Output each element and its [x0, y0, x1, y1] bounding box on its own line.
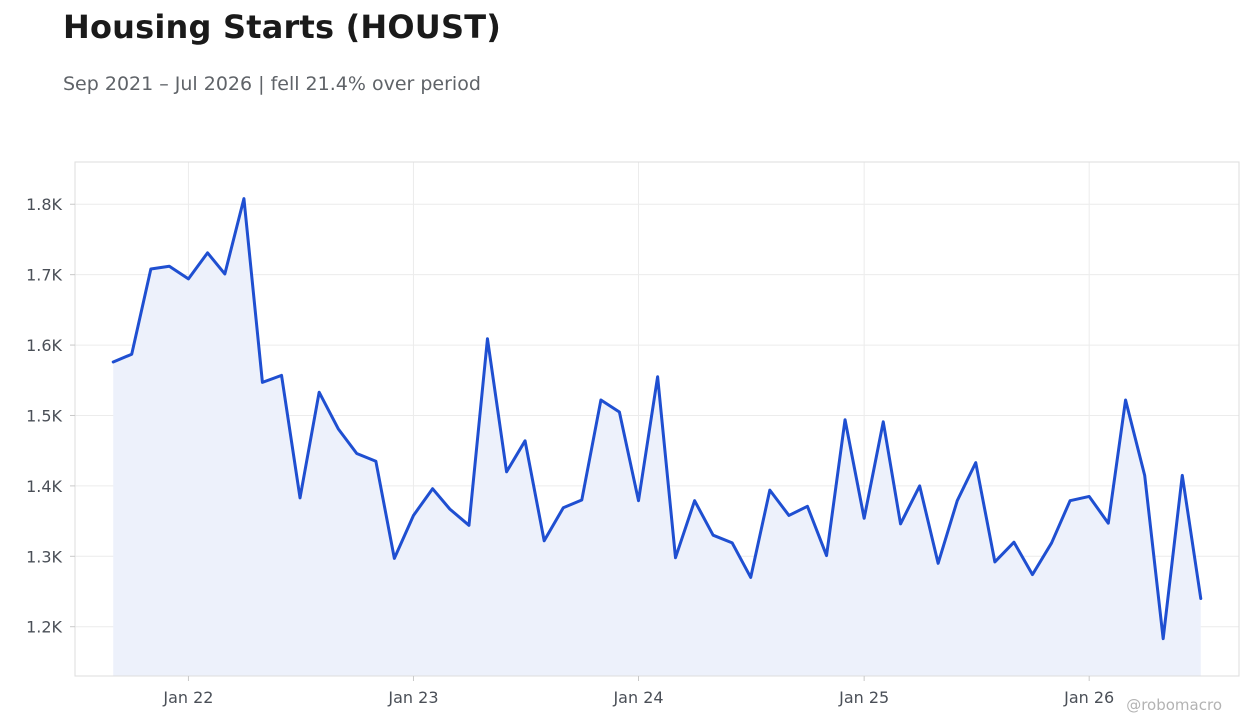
data-point	[1161, 636, 1166, 641]
x-tick-label: Jan 24	[612, 688, 663, 707]
data-point	[692, 498, 697, 503]
data-point	[466, 523, 471, 528]
data-point	[673, 555, 678, 560]
data-point	[298, 495, 303, 500]
x-tick-label: Jan 26	[1063, 688, 1114, 707]
data-point	[1142, 473, 1147, 478]
data-point	[767, 488, 772, 493]
data-point	[617, 409, 622, 414]
data-point	[354, 451, 359, 456]
data-point	[129, 352, 134, 357]
x-tick-label: Jan 23	[387, 688, 438, 707]
data-point	[411, 513, 416, 518]
data-point	[260, 380, 265, 385]
data-point	[205, 250, 210, 255]
data-point	[561, 505, 566, 510]
data-point	[598, 397, 603, 402]
data-point	[579, 497, 584, 502]
data-point	[843, 417, 848, 422]
data-point	[824, 553, 829, 558]
data-point	[222, 271, 227, 276]
data-point	[655, 374, 660, 379]
data-point	[111, 359, 116, 364]
y-tick-label: 1.5K	[26, 406, 62, 425]
data-point	[279, 373, 284, 378]
data-point	[392, 556, 397, 561]
data-point	[1106, 521, 1111, 526]
data-point	[973, 460, 978, 465]
y-tick-label: 1.2K	[26, 618, 62, 637]
data-point	[805, 504, 810, 509]
data-point	[1011, 540, 1016, 545]
x-tick-label: Jan 22	[162, 688, 213, 707]
data-point	[862, 516, 867, 521]
x-axis: Jan 22 Jan 23 Jan 24 Jan 25 Jan 26	[162, 676, 1114, 707]
data-point	[317, 390, 322, 395]
data-point	[447, 507, 452, 512]
y-tick-label: 1.8K	[26, 195, 62, 214]
data-point	[336, 426, 341, 431]
data-point	[748, 575, 753, 580]
data-point	[786, 513, 791, 518]
data-point	[898, 521, 903, 526]
data-point	[955, 498, 960, 503]
series-line	[111, 197, 1203, 641]
data-point	[1068, 498, 1073, 503]
data-point	[504, 469, 509, 474]
data-point	[1030, 572, 1035, 577]
data-point	[241, 196, 246, 201]
data-point	[1049, 540, 1054, 545]
data-point	[936, 561, 941, 566]
watermark: @robomacro	[1126, 696, 1222, 714]
plot-frame	[74, 161, 1240, 677]
data-point	[711, 533, 716, 538]
data-point	[881, 419, 886, 424]
data-point	[373, 459, 378, 464]
data-point	[1123, 397, 1128, 402]
chart-subtitle: Sep 2021 – Jul 2026 | fell 21.4% over pe…	[63, 73, 481, 95]
data-point	[992, 559, 997, 564]
data-point	[730, 540, 735, 545]
data-point	[186, 276, 191, 281]
data-point	[917, 483, 922, 488]
data-point	[485, 336, 490, 341]
data-point	[148, 267, 153, 272]
y-axis: 1.2K 1.3K 1.4K 1.5K 1.6K 1.7K 1.8K	[26, 195, 75, 637]
data-point	[523, 438, 528, 443]
data-point	[542, 538, 547, 543]
series-area-fill	[113, 198, 1201, 677]
y-tick-label: 1.6K	[26, 336, 62, 355]
y-tick-label: 1.7K	[26, 266, 62, 285]
data-point	[430, 486, 435, 491]
data-point	[167, 264, 172, 269]
data-point	[1087, 494, 1092, 499]
data-point	[1198, 596, 1203, 601]
y-tick-label: 1.4K	[26, 477, 62, 496]
data-point	[1180, 473, 1185, 478]
chart-title: Housing Starts (HOUST)	[63, 8, 502, 46]
x-tick-label: Jan 25	[838, 688, 889, 707]
y-tick-label: 1.3K	[26, 547, 62, 566]
data-point	[636, 498, 641, 503]
